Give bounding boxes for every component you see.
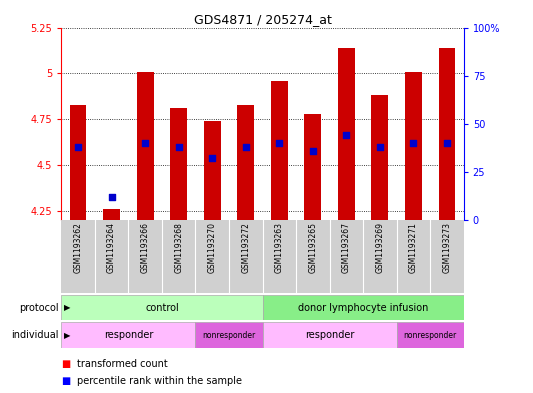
Point <box>309 148 317 154</box>
Bar <box>363 220 397 293</box>
Text: nonresponder: nonresponder <box>403 331 457 340</box>
Bar <box>128 220 162 293</box>
Text: ■: ■ <box>61 358 70 369</box>
Text: GSM1193268: GSM1193268 <box>174 222 183 273</box>
Point <box>74 144 82 150</box>
Bar <box>304 114 321 220</box>
Bar <box>196 220 229 293</box>
Text: GSM1193266: GSM1193266 <box>141 222 150 273</box>
Text: percentile rank within the sample: percentile rank within the sample <box>77 376 243 386</box>
Text: GSM1193267: GSM1193267 <box>342 222 351 273</box>
Text: GSM1193270: GSM1193270 <box>208 222 217 273</box>
Text: ▶: ▶ <box>64 303 70 312</box>
Bar <box>439 48 455 220</box>
Bar <box>262 220 296 293</box>
Text: GSM1193262: GSM1193262 <box>74 222 83 273</box>
Text: control: control <box>145 303 179 312</box>
Point <box>208 155 216 162</box>
Text: donor lymphocyte infusion: donor lymphocyte infusion <box>298 303 429 312</box>
Bar <box>103 209 120 220</box>
Text: GSM1193263: GSM1193263 <box>275 222 284 273</box>
Point <box>342 132 351 138</box>
Bar <box>372 95 388 220</box>
Point <box>443 140 451 146</box>
Bar <box>61 295 262 320</box>
Point <box>107 194 116 200</box>
Text: responder: responder <box>305 330 354 340</box>
Bar <box>430 220 464 293</box>
Bar <box>137 72 154 220</box>
Bar <box>338 48 355 220</box>
Text: GSM1193272: GSM1193272 <box>241 222 250 273</box>
Bar <box>329 220 363 293</box>
Bar <box>196 322 262 348</box>
Text: GSM1193273: GSM1193273 <box>442 222 451 273</box>
Text: ▶: ▶ <box>64 331 70 340</box>
Point <box>141 140 149 146</box>
Point <box>376 144 384 150</box>
Bar <box>397 322 464 348</box>
Bar <box>237 105 254 220</box>
Bar <box>262 322 397 348</box>
Bar <box>61 220 95 293</box>
Bar <box>70 105 86 220</box>
Bar <box>162 220 196 293</box>
Bar <box>229 220 262 293</box>
Text: transformed count: transformed count <box>77 358 168 369</box>
Text: responder: responder <box>104 330 153 340</box>
Text: individual: individual <box>11 330 59 340</box>
Bar <box>262 295 464 320</box>
Point <box>241 144 250 150</box>
Bar <box>405 72 422 220</box>
Text: ■: ■ <box>61 376 70 386</box>
Text: GSM1193264: GSM1193264 <box>107 222 116 273</box>
Point <box>174 144 183 150</box>
Bar <box>271 81 288 220</box>
Text: GSM1193269: GSM1193269 <box>375 222 384 273</box>
Bar <box>170 108 187 220</box>
Point <box>409 140 418 146</box>
Point <box>275 140 284 146</box>
Bar <box>204 121 221 220</box>
Text: GSM1193271: GSM1193271 <box>409 222 418 273</box>
Bar <box>95 220 128 293</box>
Text: protocol: protocol <box>19 303 59 312</box>
Title: GDS4871 / 205274_at: GDS4871 / 205274_at <box>193 13 332 26</box>
Bar <box>397 220 430 293</box>
Text: nonresponder: nonresponder <box>203 331 256 340</box>
Bar <box>61 322 196 348</box>
Bar <box>296 220 329 293</box>
Text: GSM1193265: GSM1193265 <box>308 222 317 273</box>
